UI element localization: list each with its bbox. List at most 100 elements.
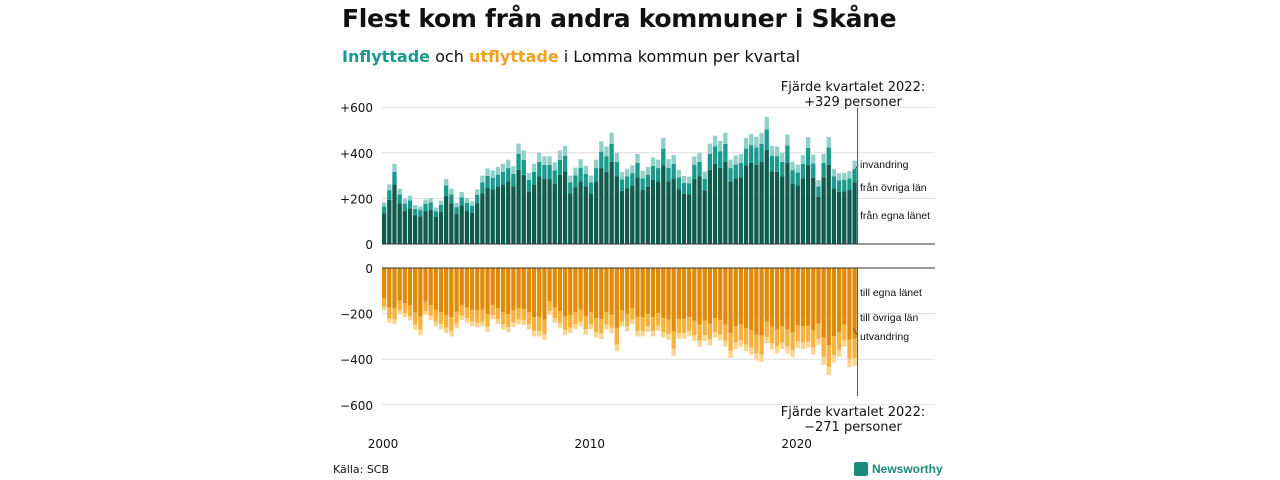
- bar-in-same-county: [387, 199, 392, 244]
- bar-in-same-county: [769, 171, 775, 244]
- bar-out-same-county: [506, 268, 511, 315]
- bar-out-other-counties: [728, 332, 733, 351]
- bar-in-other-counties: [666, 167, 671, 182]
- bar-in-other-counties: [542, 164, 547, 180]
- bar-out-other-counties: [676, 318, 681, 334]
- bar-in-immigration: [847, 171, 852, 179]
- bar-out-emigration: [397, 309, 402, 314]
- bar-in-same-county: [407, 208, 413, 244]
- bar-in-immigration: [640, 171, 645, 179]
- labels: 0 +200 +400 +600 0 −200 −400 −600 Fjärde kvartal…: [340, 80, 930, 451]
- bar-in-other-counties: [438, 205, 444, 212]
- bar-in-other-counties: [826, 147, 831, 165]
- bar-in-other-counties: [847, 178, 852, 191]
- bar-out-other-counties: [495, 308, 501, 320]
- bar-out-other-counties: [537, 317, 542, 331]
- bar-out-emigration: [490, 315, 495, 320]
- bar-in-immigration: [780, 152, 785, 162]
- bar-in-other-counties: [671, 163, 676, 179]
- bar-in-other-counties: [619, 179, 625, 191]
- bar-out-emigration: [619, 321, 625, 327]
- bar-in-other-counties: [692, 164, 697, 180]
- bar-in-same-county: [583, 186, 588, 244]
- bar-in-immigration: [645, 166, 650, 175]
- bar-out-same-county: [650, 268, 656, 318]
- bar-out-emigration: [531, 330, 537, 337]
- bar-in-immigration: [407, 195, 413, 201]
- bar-in-immigration: [811, 154, 816, 164]
- grid-lines: [382, 106, 935, 406]
- subtitle-inflyttade: Inflyttade: [342, 47, 431, 66]
- bar-out-other-counties: [475, 310, 480, 323]
- bar-out-same-county: [847, 268, 852, 340]
- bar-out-emigration: [676, 333, 681, 339]
- bar-in-same-county: [842, 191, 847, 244]
- bar-out-emigration: [671, 348, 676, 356]
- bar-out-other-counties: [774, 329, 780, 347]
- bar-out-same-county: [676, 268, 681, 319]
- bar-out-emigration: [392, 319, 397, 324]
- bar-out-same-county: [759, 268, 764, 336]
- bar-out-same-county: [661, 268, 666, 319]
- bar-out-emigration: [666, 334, 671, 340]
- bar-in-immigration: [428, 197, 433, 203]
- bar-in-immigration: [842, 172, 847, 180]
- bar-out-other-counties: [500, 312, 506, 325]
- bar-out-emigration: [542, 334, 547, 340]
- bar-in-same-county: [578, 181, 583, 244]
- bar-out-same-county: [562, 268, 568, 317]
- bar-in-immigration: [816, 180, 821, 187]
- bar-out-emigration: [826, 366, 831, 376]
- bar-out-emigration: [687, 330, 692, 337]
- bar-out-emigration: [537, 330, 542, 337]
- bar-out-other-counties: [707, 323, 713, 340]
- bar-in-same-county: [702, 190, 707, 244]
- bar-in-same-county: [774, 171, 780, 244]
- bar-in-other-counties: [402, 203, 407, 211]
- bar-out-other-counties: [562, 316, 568, 330]
- bar-out-same-county: [692, 268, 697, 321]
- bar-in-immigration: [635, 153, 640, 163]
- bar-in-immigration: [821, 153, 826, 163]
- bar-out-same-county: [438, 268, 444, 312]
- bar-out-emigration: [702, 335, 707, 341]
- bar-in-immigration: [681, 176, 687, 183]
- bar-out-other-counties: [480, 309, 485, 322]
- bar-in-immigration: [692, 156, 697, 165]
- bar-out-other-counties: [687, 317, 692, 331]
- bar-in-same-county: [805, 165, 811, 244]
- bar-in-other-counties: [645, 174, 650, 187]
- bar-in-immigration: [464, 198, 470, 203]
- bar-in-immigration: [743, 137, 749, 149]
- bar-out-other-counties: [614, 327, 619, 345]
- bar-out-other-counties: [485, 313, 490, 327]
- bar-out-other-counties: [392, 308, 397, 320]
- bar-in-other-counties: [702, 178, 707, 191]
- bar-in-immigration: [521, 150, 526, 160]
- bar-in-immigration: [661, 137, 666, 149]
- bar-out-other-counties: [588, 312, 594, 325]
- bar-out-other-counties: [821, 337, 826, 358]
- bar-in-other-counties: [836, 180, 842, 192]
- bar-out-other-counties: [671, 331, 676, 349]
- bar-out-same-county: [531, 268, 537, 318]
- bar-in-other-counties: [728, 168, 733, 182]
- bar-out-other-counties: [692, 320, 697, 336]
- bar-out-same-county: [733, 268, 738, 327]
- bar-in-immigration: [557, 150, 563, 160]
- bar-in-same-county: [464, 210, 470, 244]
- bar-out-other-counties: [568, 314, 573, 328]
- bar-in-immigration: [604, 146, 609, 157]
- bar-out-emigration: [552, 318, 557, 323]
- bar-out-same-county: [444, 268, 449, 315]
- bar-in-immigration: [764, 116, 769, 130]
- bar-out-emigration: [459, 315, 464, 320]
- bar-out-same-county: [718, 268, 723, 321]
- bar-in-immigration: [599, 141, 604, 152]
- bar-out-same-county: [728, 268, 733, 333]
- bar-in-immigration: [852, 160, 857, 170]
- bar-out-emigration: [816, 338, 821, 346]
- bar-in-immigration: [687, 176, 692, 184]
- bar-in-same-county: [573, 187, 578, 244]
- bar-in-immigration: [697, 152, 702, 162]
